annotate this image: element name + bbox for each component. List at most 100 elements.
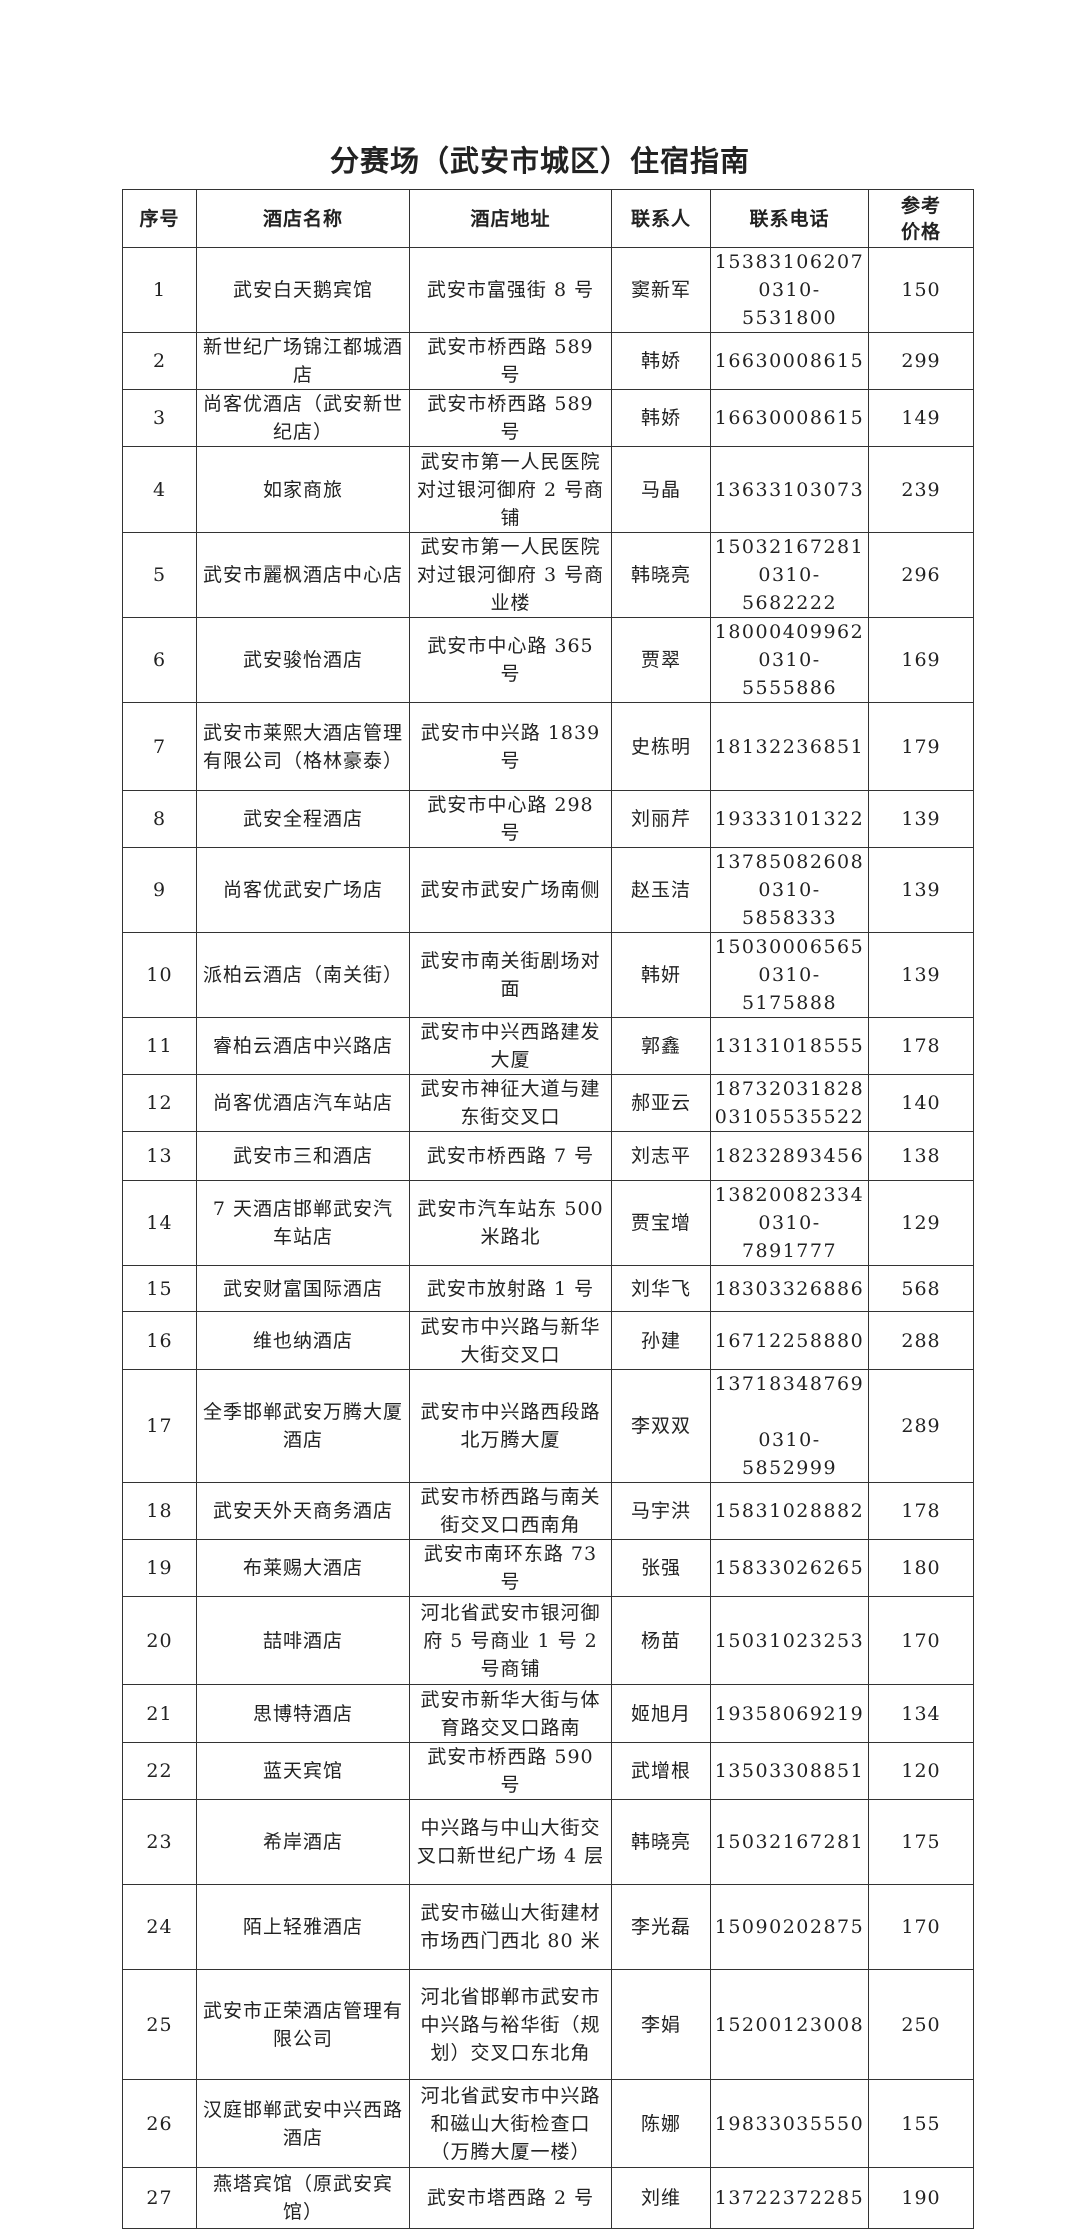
row-number: 20 [122,1596,197,1685]
contact-person: 张强 [611,1539,711,1597]
row-number: 27 [122,2167,197,2229]
hotel-name: 尚客优武安广场店 [196,847,410,933]
row-number: 22 [122,1742,197,1800]
hotel-name: 武安市正荣酒店管理有限公司 [196,1969,410,2080]
row-number: 9 [122,847,197,933]
contact-person: 马宇洪 [611,1482,711,1540]
reference-price: 140 [868,1074,974,1132]
hotel-address: 武安市中兴路 1839 号 [409,702,612,791]
hotel-name: 武安天外天商务酒店 [196,1482,410,1540]
row-number: 19 [122,1539,197,1597]
table-row: 14 7 天酒店邯郸武安汽车站店 武安市汽车站东 500 米路北 贾宝增 1382008… [122,1180,974,1266]
phone-line: 0310-5555886 [741,649,838,699]
contact-person: 窦新军 [611,247,711,333]
reference-price: 179 [868,702,974,791]
reference-price: 250 [868,1969,974,2080]
phone-line: 16630008615 [714,350,865,372]
hotel-name: 睿柏云酒店中兴路店 [196,1017,410,1075]
row-number: 23 [122,1799,197,1885]
table-row: 16 维也纳酒店 武安市中兴路与新华大街交叉口 孙建 16712258880 288 [122,1311,974,1370]
phone-line: 19333101322 [714,808,865,830]
phone-line: 13131018555 [714,1035,865,1057]
hotel-address: 武安市第一人民医院对过银河御府 3 号商业楼 [409,532,612,618]
page-title: 分赛场（武安市城区）住宿指南 [329,144,750,178]
row-number: 17 [122,1369,197,1483]
hotel-address: 武安市神征大道与建东街交叉口 [409,1074,612,1132]
hotel-name: 全季邯郸武安万腾大厦酒店 [196,1369,410,1483]
table-row: 24 陌上轻雅酒店 武安市磁山大街建材市场西门西北 80 米李光磊 150902028… [122,1884,974,1970]
table-row: 3 尚客优酒店（武安新世纪店） 武安市桥西路 589 号韩娇 16630008615 1… [122,389,974,447]
phone-number: 16630008615 [710,332,869,390]
table-row: 22 蓝天宾馆 武安市桥西路 590 号武增根 13503308851 120 [122,1742,974,1800]
row-number: 10 [122,932,197,1018]
row-number: 13 [122,1131,197,1181]
phone-number: 13722372285 [710,2167,869,2229]
contact-person: 刘维 [611,2167,711,2229]
hotel-name: 新世纪广场锦江都城酒店 [196,332,410,390]
hotel-name: 希岸酒店 [196,1799,410,1885]
table-row: 17 全季邯郸武安万腾大厦酒店 武安市中兴路西段路北万腾大厦 李双双 137183487… [122,1369,974,1483]
row-number: 6 [122,617,197,703]
reference-price: 150 [868,247,974,333]
phone-number: 15090202875 [710,1884,869,1970]
reference-price: 178 [868,1482,974,1540]
row-number: 14 [122,1180,197,1266]
phone-number: 15030006565 0310-5175888 [710,932,869,1018]
header-address: 酒店地址 [409,189,612,248]
hotel-address: 河北省邯郸市武安市中兴路与裕华街（规划）交叉口东北角 [409,1969,612,2080]
phone-line: 16712258880 [714,1329,865,1352]
phone-line: 13503308851 [714,1760,865,1782]
table-row: 26 汉庭邯郸武安中兴西路酒店 河北省武安市中兴路和磁山大街检查口（万腾大厦一楼）陈… [122,2079,974,2168]
contact-person: 李光磊 [611,1884,711,1970]
phone-line: 13633103073 [714,478,865,501]
row-number: 12 [122,1074,197,1132]
reference-price: 175 [868,1799,974,1885]
hotel-name: 7 天酒店邯郸武安汽车站店 [196,1180,410,1266]
hotel-name: 思博特酒店 [196,1684,410,1743]
hotel-name: 陌上轻雅酒店 [196,1884,410,1970]
hotel-address: 武安市汽车站东 500 米路北 [409,1180,612,1266]
phone-line: 15030006565 [714,936,865,958]
table-row: 5 武安市麗枫酒店中心店 武安市第一人民医院对过银河御府 3 号商业楼 韩晓亮 1503… [122,532,974,618]
row-number: 15 [122,1265,197,1312]
phone-line: 18732031828 [714,1078,865,1100]
hotel-address: 武安市中心路 365 号 [409,617,612,703]
phone-number: 15831028882 [710,1482,869,1540]
reference-price: 170 [868,1596,974,1685]
hotel-name: 武安骏怡酒店 [196,617,410,703]
table-row: 19 布莱赐大酒店 武安市南环东路 73 号张强 15833026265 180 [122,1539,974,1597]
hotel-address: 武安市放射路 1 号 [409,1265,612,1312]
phone-number: 15383106207 0310-5531800 [710,247,869,333]
reference-price: 190 [868,2167,974,2229]
phone-number: 15032167281 [710,1799,869,1885]
contact-person: 杨苗 [611,1596,711,1685]
phone-line: 0310-5852999 [741,1429,838,1479]
hotel-table: 序号 酒店名称 酒店地址 联系人 联系电话 参考价格 1 武安白天鹅宾馆 武安市富强… [122,189,974,2229]
table-row: 4 如家商旅 武安市第一人民医院对过银河御府 2 号商铺 马晶 13633103073 2… [122,446,974,533]
hotel-address: 武安市桥西路 7 号 [409,1131,612,1181]
contact-person: 韩妍 [611,932,711,1018]
phone-number: 16712258880 [710,1311,869,1370]
header-hotel-name: 酒店名称 [196,189,410,248]
hotel-address: 河北省武安市银河御府 5 号商业 1 号 2 号商铺 [409,1596,612,1685]
table-row: 18 武安天外天商务酒店 武安市桥西路与南关街交叉口西南角 马宇洪 1583102888… [122,1482,974,1540]
hotel-address: 武安市桥西路 589 号 [409,332,612,390]
hotel-address: 武安市新华大街与体育路交叉口路南 [409,1684,612,1743]
row-number: 7 [122,702,197,791]
reference-price: 155 [868,2079,974,2168]
table-row: 2 新世纪广场锦江都城酒店 武安市桥西路 589 号韩娇 16630008615 299 [122,332,974,390]
hotel-name: 派柏云酒店（南关街） [196,932,410,1018]
reference-price: 180 [868,1539,974,1597]
contact-person: 郝亚云 [611,1074,711,1132]
header-price: 参考价格 [868,189,974,248]
contact-person: 陈娜 [611,2079,711,2168]
hotel-name: 燕塔宾馆（原武安宾馆） [196,2167,410,2229]
header-phone: 联系电话 [710,189,869,248]
phone-line: 19358069219 [714,1702,865,1725]
hotel-address: 武安市第一人民医院对过银河御府 2 号商铺 [409,446,612,533]
reference-price: 289 [868,1369,974,1483]
contact-person: 韩娇 [611,389,711,447]
phone-line: 0310-5682222 [741,564,838,614]
phone-line: 15833026265 [714,1557,865,1579]
hotel-address: 武安市南关街剧场对面 [409,932,612,1018]
